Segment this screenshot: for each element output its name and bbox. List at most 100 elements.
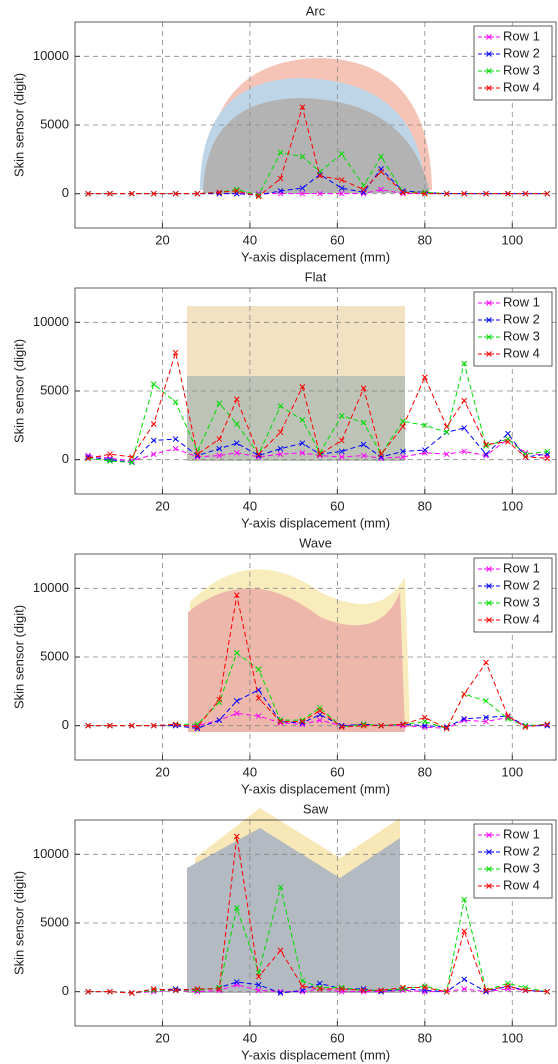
- legend-marker: [486, 832, 492, 838]
- subplot: Flat 0 5000 10000 20 40 60 80 100 Y-axis displace…: [11, 269, 557, 530]
- data-marker: [299, 983, 306, 990]
- axes-frame: [74, 553, 557, 761]
- legend-marker: [486, 566, 492, 572]
- data-marker: [194, 190, 201, 197]
- data-marker: [172, 987, 179, 994]
- x-tick-label: 80: [418, 498, 432, 513]
- y-axis-label: Skin sensor (digit): [11, 73, 26, 177]
- data-marker: [277, 188, 284, 194]
- y-tick-label: 10000: [33, 314, 69, 329]
- data-marker: [421, 374, 428, 381]
- data-marker: [317, 707, 323, 714]
- y-tick-label: 0: [62, 451, 69, 466]
- y-tick-label: 5000: [40, 648, 69, 663]
- x-tick-label: 20: [155, 498, 169, 513]
- data-marker: [544, 190, 551, 197]
- data-marker: [107, 988, 113, 995]
- legend-marker: [486, 617, 492, 623]
- data-marker: [461, 691, 468, 697]
- data-marker: [233, 440, 240, 447]
- data-marker: [299, 977, 306, 984]
- data-marker: [128, 190, 135, 197]
- data-marker: [216, 400, 223, 407]
- data-marker: [277, 451, 284, 458]
- data-marker: [299, 190, 306, 197]
- data-marker: [299, 440, 306, 447]
- data-marker: [378, 451, 384, 458]
- data-marker: [299, 987, 306, 994]
- legend-marker: [486, 34, 492, 40]
- data-marker: [216, 696, 223, 703]
- data-marker: [277, 988, 284, 995]
- data-marker: [255, 452, 262, 459]
- legend-marker: [486, 866, 492, 872]
- data-marker: [277, 403, 284, 409]
- data-marker: [255, 969, 262, 976]
- data-marker: [216, 189, 223, 196]
- subplot: Arc 0 5000 10000 20 40 60 80 100 Y-axis displacem…: [11, 3, 557, 264]
- x-tick-label: 80: [418, 232, 432, 247]
- data-marker: [233, 421, 240, 427]
- data-marker: [150, 190, 157, 197]
- data-marker: [172, 399, 179, 405]
- x-tick-label: 100: [501, 764, 523, 779]
- legend-label: Row 2: [503, 311, 540, 326]
- data-marker: [338, 986, 345, 992]
- object-silhouette: [187, 376, 405, 461]
- data-marker: [338, 724, 345, 730]
- chart-title: Saw: [303, 801, 329, 816]
- data-marker: [461, 717, 468, 724]
- data-marker: [255, 973, 262, 980]
- data-marker: [360, 385, 367, 392]
- x-axis-label: Y-axis displacement (mm): [241, 1047, 390, 1062]
- data-marker: [378, 186, 384, 193]
- legend-label: Row 1: [503, 294, 540, 309]
- data-marker: [299, 718, 306, 725]
- data-marker: [299, 384, 306, 390]
- legend-marker: [486, 334, 492, 340]
- data-marker: [421, 422, 428, 429]
- data-marker: [461, 715, 468, 722]
- x-tick-label: 20: [155, 232, 169, 247]
- legend-label: Row 1: [503, 826, 540, 841]
- legend-label: Row 3: [503, 860, 540, 875]
- y-tick-label: 0: [62, 185, 69, 200]
- data-marker: [277, 884, 284, 891]
- data-marker: [443, 725, 450, 732]
- object-silhouette: [188, 588, 405, 732]
- data-marker: [277, 175, 284, 182]
- data-marker: [299, 416, 306, 423]
- data-marker: [85, 190, 91, 197]
- data-marker: [544, 721, 551, 728]
- data-marker: [505, 190, 511, 197]
- legend-marker: [486, 849, 492, 855]
- data-marker: [172, 349, 179, 356]
- axes-frame: [74, 819, 557, 1027]
- data-marker: [378, 722, 384, 729]
- x-axis-label: Y-axis displacement (mm): [241, 781, 390, 796]
- data-marker: [277, 445, 284, 452]
- data-marker: [255, 695, 262, 702]
- legend-marker: [486, 85, 492, 91]
- y-axis-label: Skin sensor (digit): [11, 605, 26, 709]
- data-marker: [277, 718, 284, 725]
- data-marker: [378, 168, 384, 175]
- legend-marker: [486, 583, 492, 589]
- data-marker: [216, 986, 223, 992]
- data-marker: [421, 190, 428, 197]
- y-tick-label: 5000: [40, 116, 69, 131]
- data-marker: [172, 721, 179, 728]
- data-marker: [172, 436, 179, 442]
- axes-frame: [74, 287, 557, 495]
- data-marker: [194, 452, 201, 459]
- data-marker: [299, 104, 306, 111]
- data-marker: [85, 455, 91, 462]
- data-marker: [255, 987, 262, 994]
- data-marker: [421, 984, 428, 991]
- chart-title: Arc: [306, 3, 326, 18]
- data-marker: [194, 724, 201, 730]
- data-marker: [461, 425, 468, 431]
- legend-label: Row 2: [503, 45, 540, 60]
- legend-label: Row 3: [503, 62, 540, 77]
